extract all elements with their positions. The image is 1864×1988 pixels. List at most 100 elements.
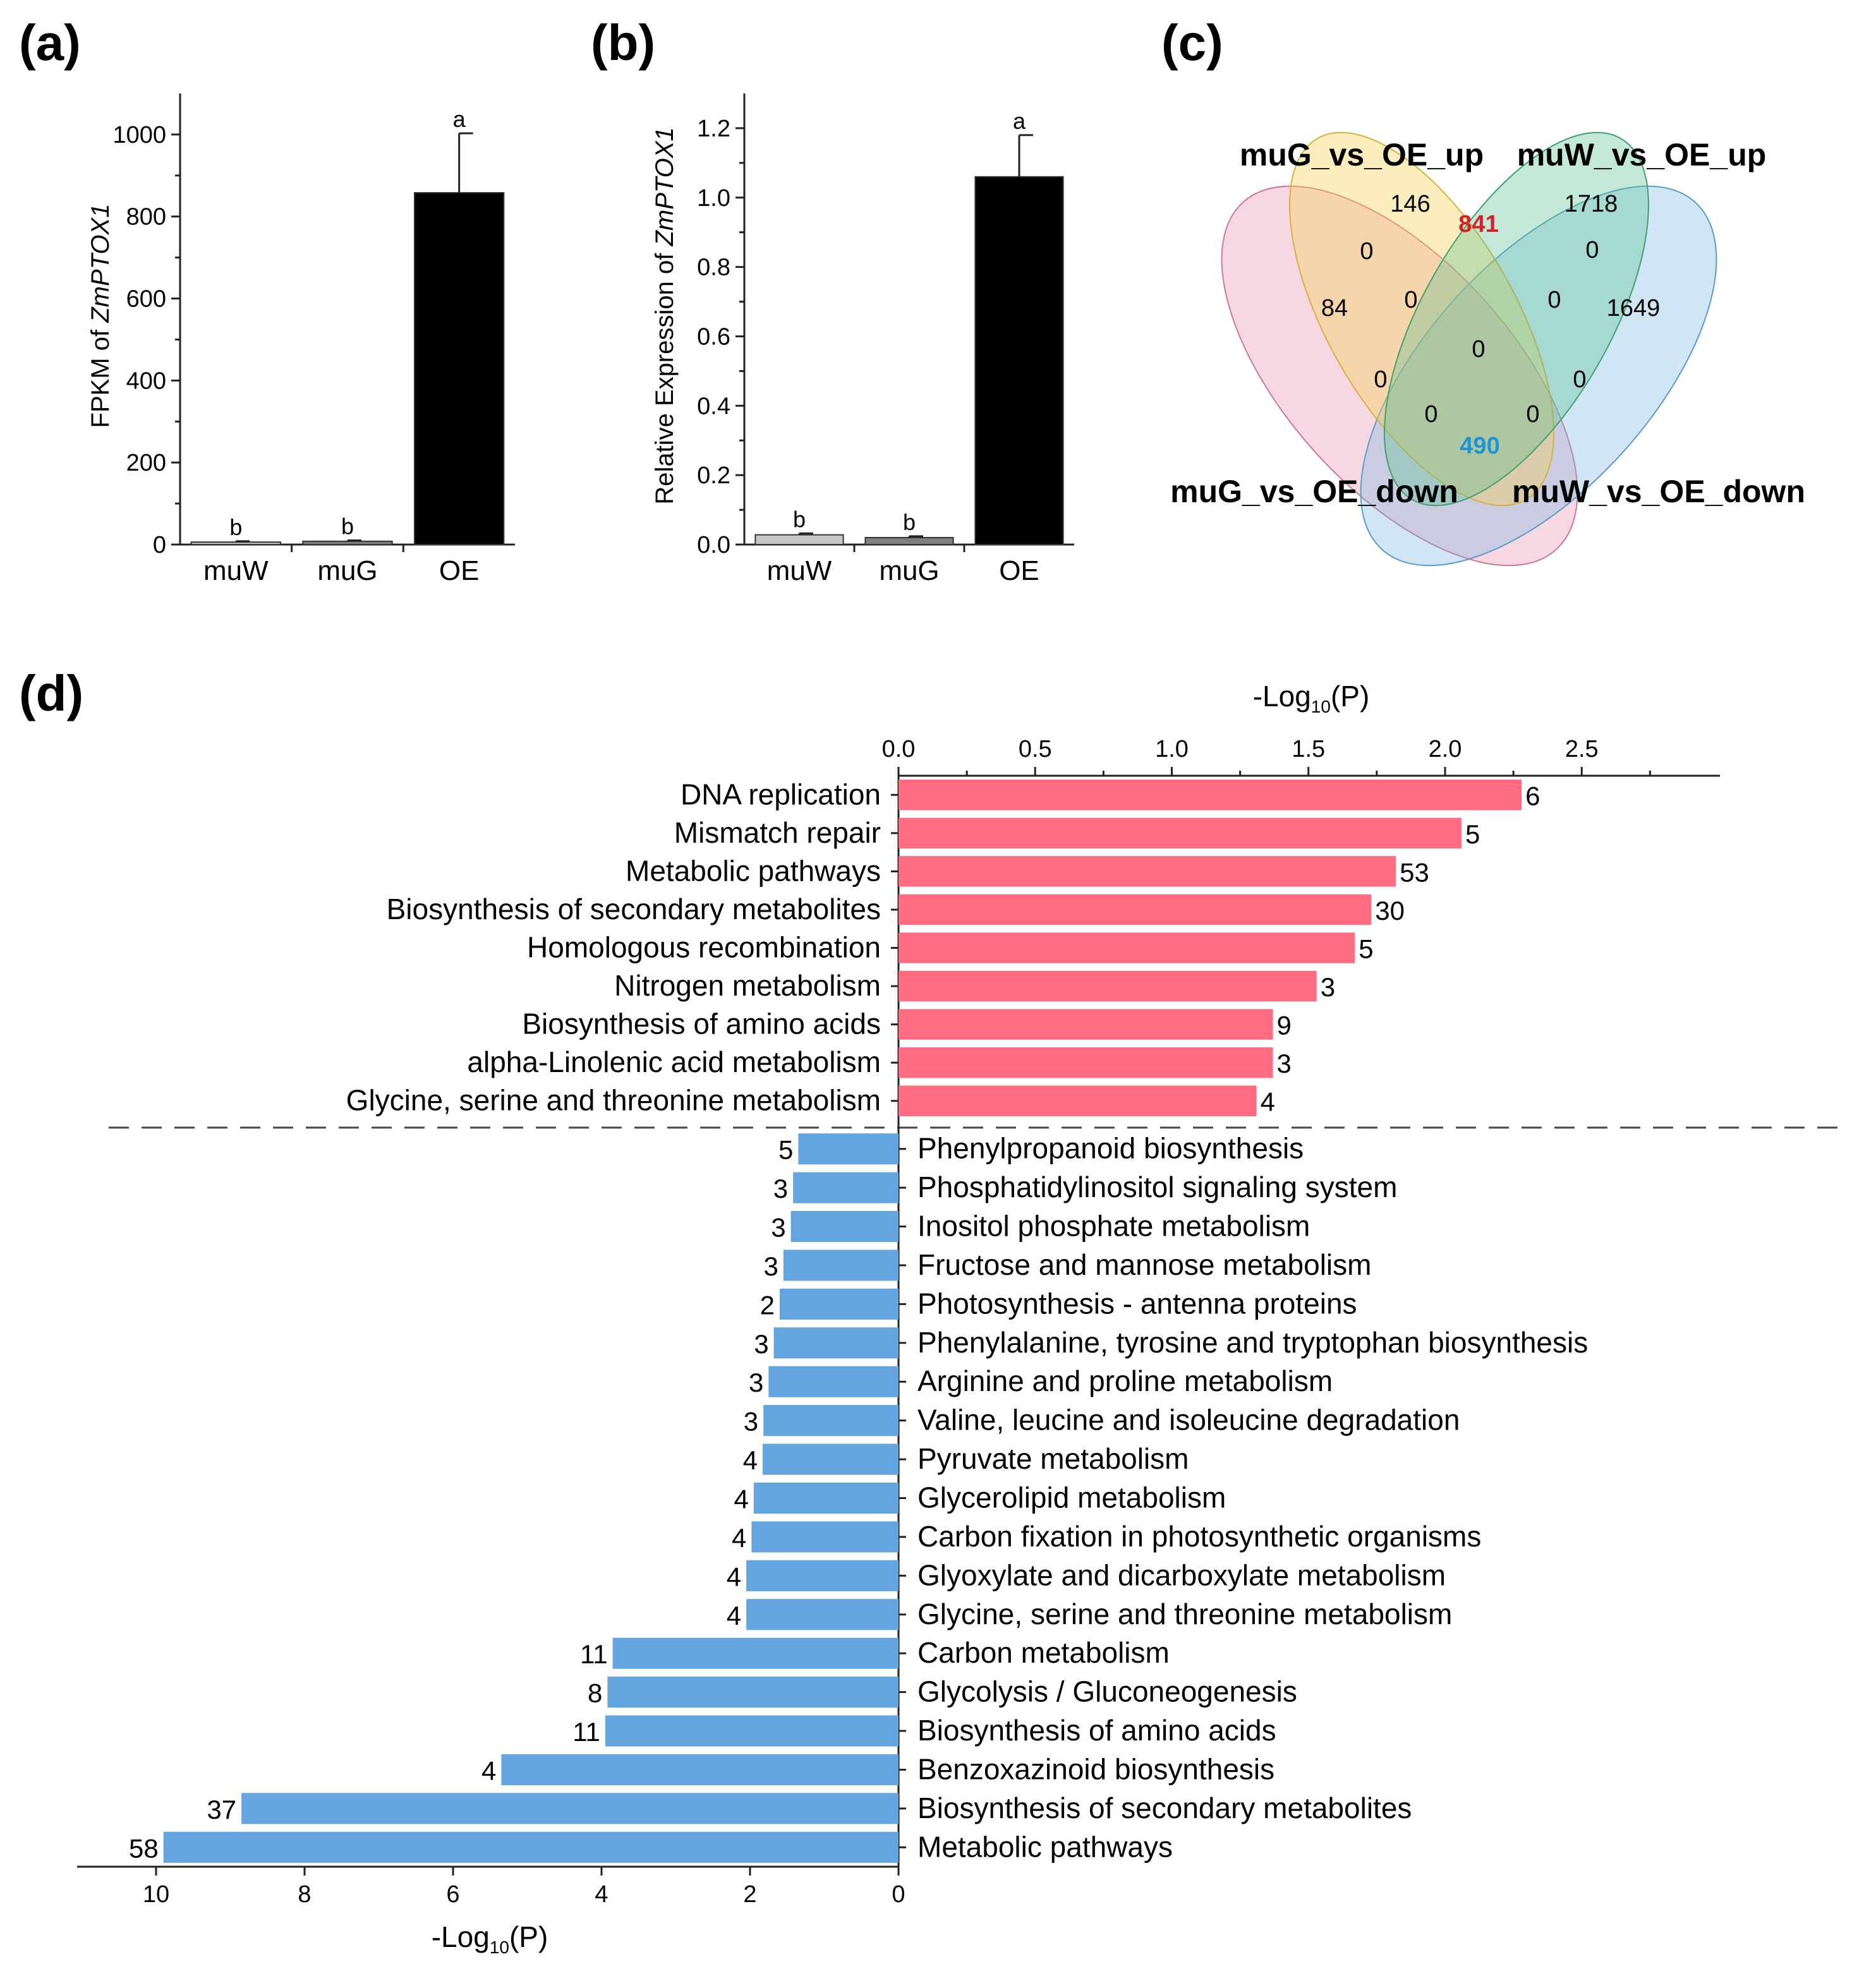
- down-gene-count: 8: [588, 1678, 602, 1708]
- up-pathway-label: Biosynthesis of amino acids: [522, 1008, 881, 1040]
- down-bar: [753, 1482, 899, 1514]
- down-gene-count: 3: [771, 1213, 785, 1243]
- bottom-x-tick-label: 0: [892, 1881, 905, 1908]
- down-gene-count: 4: [727, 1601, 741, 1630]
- up-pathway-label: Nitrogen metabolism: [614, 969, 881, 1002]
- y-tick-label: 1.2: [697, 116, 730, 142]
- up-bar: [899, 970, 1317, 1002]
- up-bar: [899, 894, 1372, 925]
- down-pathway-label: Fructose and mannose metabolism: [917, 1248, 1371, 1281]
- venn-count-all: 0: [1472, 336, 1485, 363]
- down-bar: [783, 1250, 899, 1281]
- venn-count-h: 0: [1526, 401, 1539, 428]
- up-bar: [899, 817, 1462, 849]
- up-pathway-label: DNA replication: [681, 778, 881, 810]
- up-pathway-label: Biosynthesis of secondary metabolites: [387, 893, 881, 925]
- y-tick-label: 600: [126, 286, 166, 313]
- up-bar: [899, 1085, 1257, 1116]
- down-gene-count: 3: [764, 1251, 778, 1281]
- down-bar: [790, 1210, 899, 1243]
- x-category-label: OE: [439, 555, 480, 586]
- down-pathway-label: Glycerolipid metabolism: [917, 1481, 1226, 1514]
- x-category-label: muW: [767, 555, 832, 586]
- significance-label: b: [903, 509, 916, 535]
- down-pathway-label: Biosynthesis of secondary metabolites: [917, 1792, 1412, 1824]
- venn-label-muW-up: muW_vs_OE_up: [1517, 137, 1767, 172]
- down-bar: [612, 1637, 899, 1669]
- down-pathway-label: Carbon fixation in photosynthetic organi…: [917, 1520, 1481, 1553]
- panel-label-c: (c): [1161, 15, 1223, 71]
- up-pathway-label: Homologous recombination: [527, 931, 881, 964]
- y-tick-label: 400: [126, 368, 166, 394]
- venn-count-up-overlap: 841: [1458, 211, 1498, 238]
- x-category-label: muG: [317, 555, 377, 586]
- down-gene-count: 4: [743, 1445, 758, 1475]
- venn-count-muG-down-only: 84: [1321, 295, 1348, 322]
- down-bar: [241, 1793, 899, 1824]
- venn-count-f: 0: [1573, 366, 1586, 393]
- venn-count-e: 0: [1374, 366, 1387, 393]
- y-tick-label: 200: [126, 450, 166, 476]
- down-bar: [501, 1754, 899, 1786]
- y-tick-label: 0.2: [697, 462, 730, 489]
- bar-muG: [864, 537, 954, 545]
- venn-count-muW-down-only: 1649: [1607, 295, 1661, 322]
- down-pathway-label: Phenylalanine, tyrosine and tryptophan b…: [917, 1326, 1588, 1359]
- down-gene-count: 58: [129, 1833, 159, 1863]
- significance-label: a: [453, 106, 466, 132]
- down-pathway-label: Phenylpropanoid biosynthesis: [917, 1132, 1304, 1165]
- up-gene-count: 53: [1400, 857, 1429, 887]
- x-category-label: OE: [999, 555, 1039, 586]
- y-axis-title-b: Relative Expression of ZmPTOX1: [651, 127, 679, 504]
- down-pathway-label: Photosynthesis - antenna proteins: [917, 1287, 1357, 1320]
- venn-label-muG-down: muG_vs_OE_down: [1170, 474, 1458, 509]
- up-pathway-label: alpha-Linolenic acid metabolism: [467, 1045, 881, 1078]
- up-gene-count: 9: [1277, 1011, 1292, 1040]
- bar-chart-b: Relative Expression of ZmPTOX1 0.0 0.2 0.4…: [651, 93, 1074, 586]
- down-bar: [773, 1327, 899, 1359]
- down-pathway-label: Glyoxylate and dicarboxylate metabolism: [917, 1558, 1446, 1591]
- down-gene-count: 4: [734, 1485, 749, 1514]
- down-gene-count: 11: [572, 1717, 600, 1747]
- venn-diagram: muG_vs_OE_up muW_vs_OE_up muG_vs_OE_down…: [1170, 131, 1805, 567]
- venn-set-muG-down: [1221, 185, 1578, 567]
- down-gene-count: 4: [481, 1756, 496, 1785]
- down-pathway-label: Benzoxazinoid biosynthesis: [917, 1752, 1274, 1785]
- venn-count-c: 0: [1404, 287, 1417, 313]
- down-bar: [793, 1172, 899, 1203]
- bar-OE: [974, 176, 1064, 546]
- venn-count-d: 0: [1547, 287, 1561, 313]
- top-x-tick-label: 2.5: [1565, 736, 1599, 762]
- bar-muW: [190, 541, 281, 546]
- venn-count-down-overlap: 490: [1460, 433, 1499, 459]
- bar-OE: [414, 192, 505, 545]
- down-gene-count: 5: [778, 1135, 793, 1165]
- down-gene-count: 2: [760, 1290, 775, 1320]
- top-x-tick-label: 0.0: [882, 736, 916, 762]
- up-gene-count: 3: [1277, 1049, 1292, 1078]
- kegg-enrichment-chart: -Log10(P) -Log10(P) 0.0 0.5 1.0 1.5 2.0 2.5 DN…: [77, 680, 1842, 1957]
- x-category-label: muW: [203, 555, 269, 586]
- venn-label-muW-down: muW_vs_OE_down: [1512, 474, 1805, 509]
- bottom-x-tick-label: 10: [143, 1881, 169, 1908]
- up-bar: [899, 856, 1396, 887]
- down-pathway-label: Biosynthesis of amino acids: [917, 1714, 1276, 1747]
- down-bar: [746, 1560, 899, 1591]
- down-bar: [751, 1521, 899, 1553]
- venn-count-a: 0: [1360, 238, 1373, 265]
- down-gene-count: 4: [732, 1523, 746, 1553]
- down-bar: [798, 1133, 899, 1165]
- down-bar: [768, 1366, 899, 1397]
- panel-label-d: (d): [19, 665, 83, 721]
- top-x-tick-label: 1.5: [1292, 736, 1325, 762]
- down-pathway-label: Pyruvate metabolism: [917, 1442, 1189, 1475]
- down-bar: [605, 1715, 899, 1747]
- up-pathway-label: Glycine, serine and threonine metabolism: [346, 1084, 881, 1117]
- up-gene-count: 6: [1525, 781, 1540, 810]
- up-gene-count: 30: [1375, 896, 1405, 925]
- top-x-tick-label: 0.5: [1019, 736, 1052, 762]
- venn-set-muG-up: [1289, 131, 1554, 507]
- x-category-label: muG: [879, 555, 939, 586]
- down-gene-count: 4: [727, 1562, 741, 1591]
- bottom-x-tick-label: 6: [446, 1881, 459, 1908]
